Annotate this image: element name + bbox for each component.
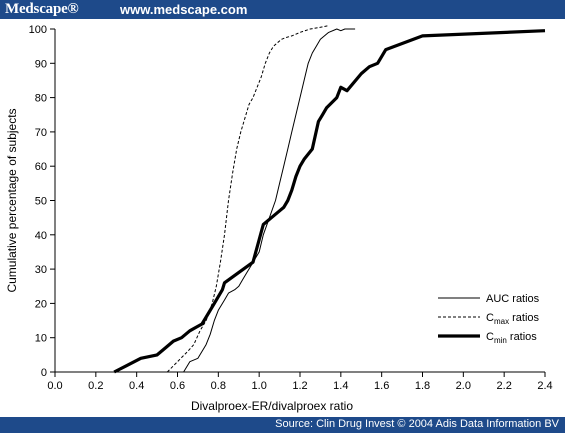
x-tick-label: 1.0	[252, 380, 267, 392]
x-tick-label: 0.4	[129, 380, 144, 392]
footer-bar: Source: Clin Drug Invest © 2004 Adis Dat…	[0, 417, 565, 433]
x-tick-label: 0.8	[211, 380, 226, 392]
y-tick-label: 40	[35, 230, 47, 242]
series-line-cmin-ratios	[113, 29, 546, 374]
header-bar: Medscape® www.medscape.com	[0, 0, 565, 19]
x-tick-label: 1.4	[333, 380, 348, 392]
y-tick-label: 60	[35, 161, 47, 173]
x-tick-label: 0.0	[47, 380, 62, 392]
x-tick-label: 2.2	[497, 380, 512, 392]
legend-label: Cmax ratios	[486, 312, 540, 326]
y-tick-label: 10	[35, 333, 47, 345]
x-tick-label: 1.8	[415, 380, 430, 392]
y-tick-label: 80	[35, 93, 47, 105]
x-tick-label: 2.4	[537, 380, 552, 392]
y-axis-label: Cumulative percentage of subjects	[5, 108, 19, 292]
y-tick-label: 30	[35, 264, 47, 276]
y-tick-label: 100	[29, 24, 47, 36]
y-tick-label: 70	[35, 127, 47, 139]
legend-label: Cmin ratios	[486, 331, 537, 345]
medscape-logo[interactable]: Medscape®	[5, 1, 79, 17]
series-line-auc-ratios	[183, 28, 356, 373]
y-tick-label: 50	[35, 196, 47, 208]
chart: 0.0 0.2 0.4 0.6 0.8 1.0 1.2 1.4 1.6 1.8 2.0 2.2 2.4 0…	[5, 24, 553, 413]
x-tick-label: 0.2	[88, 380, 103, 392]
x-tick-label: 1.6	[374, 380, 389, 392]
source-credit: Source: Clin Drug Invest © 2004 Adis Dat…	[275, 418, 559, 430]
y-tick-label: 20	[35, 298, 47, 310]
x-axis-label: Divalproex-ER/divalproex ratio	[191, 399, 353, 413]
series-line-cmax-ratios	[166, 25, 329, 373]
y-tick-label: 90	[35, 58, 47, 70]
y-tick-label: 0	[41, 367, 47, 379]
legend-label: AUC ratios	[486, 293, 540, 305]
x-tick-label: 0.6	[170, 380, 185, 392]
site-url-link[interactable]: www.medscape.com	[120, 2, 248, 17]
x-tick-label: 1.2	[292, 380, 307, 392]
x-tick-label: 2.0	[456, 380, 471, 392]
